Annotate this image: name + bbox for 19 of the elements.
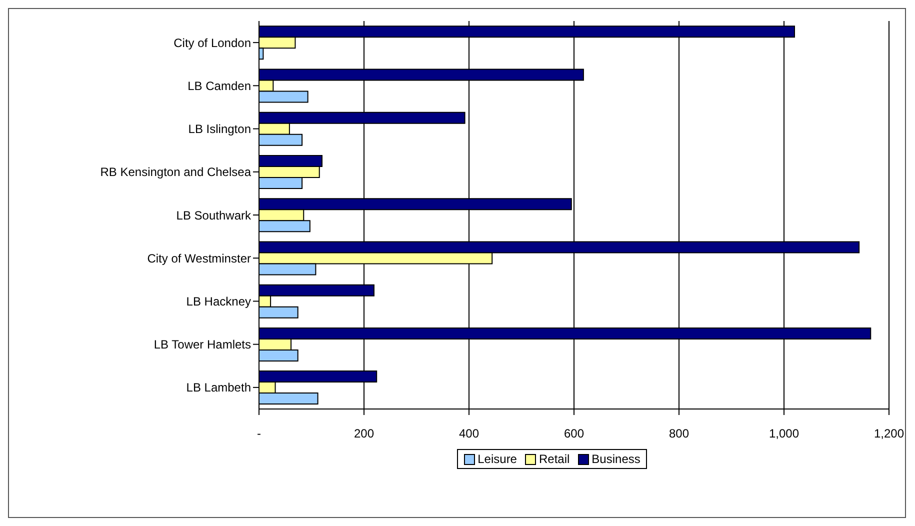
y-tick-label: LB Lambeth — [186, 380, 251, 395]
legend-label: Business — [590, 452, 640, 466]
y-tick-label: City of London — [174, 36, 251, 50]
x-tick-label: 1,200 — [874, 426, 904, 441]
y-tick-label: LB Southwark — [176, 208, 252, 222]
legend-label: Leisure — [476, 452, 517, 466]
y-tick-label: RB Kensington and Chelsea — [100, 165, 252, 180]
x-tick-label: 800 — [668, 426, 690, 441]
x-tick-label: 600 — [564, 426, 584, 441]
y-tick-label: City of Westminster — [147, 251, 251, 266]
legend-label: Retail — [538, 452, 570, 466]
y-tick-label: LB Camden — [188, 78, 251, 93]
x-tick-label: 200 — [354, 426, 374, 441]
y-tick-label: LB Islington — [188, 122, 251, 136]
x-tick-label: 1,000 — [768, 426, 800, 441]
y-tick-label: LB Hackney — [186, 294, 251, 308]
x-tick-label: - — [257, 426, 261, 441]
y-tick-label: LB Tower Hamlets — [154, 338, 251, 352]
x-tick-label: 400 — [458, 426, 480, 441]
